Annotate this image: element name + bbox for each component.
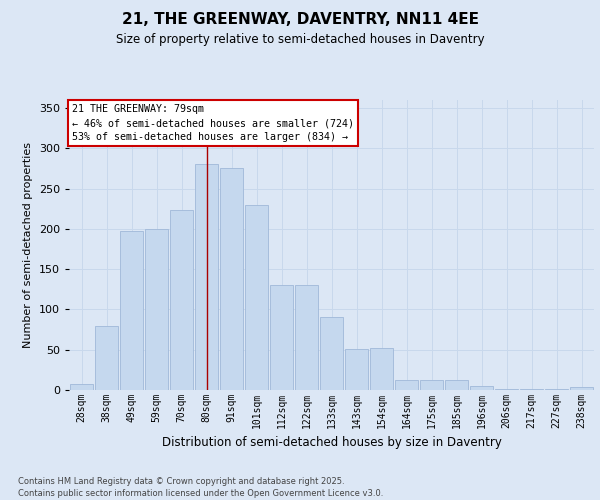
Text: Size of property relative to semi-detached houses in Daventry: Size of property relative to semi-detach… xyxy=(116,32,484,46)
Bar xyxy=(370,348,393,390)
Bar xyxy=(70,384,93,390)
Text: Contains HM Land Registry data © Crown copyright and database right 2025.
Contai: Contains HM Land Registry data © Crown c… xyxy=(18,476,383,498)
Bar xyxy=(195,164,218,390)
Bar xyxy=(170,210,193,390)
Bar xyxy=(270,286,293,390)
Bar xyxy=(120,232,143,390)
Bar xyxy=(420,380,443,390)
Text: 21 THE GREENWAY: 79sqm
← 46% of semi-detached houses are smaller (724)
53% of se: 21 THE GREENWAY: 79sqm ← 46% of semi-det… xyxy=(71,104,353,142)
Bar xyxy=(395,380,418,390)
Bar xyxy=(345,349,368,390)
Bar xyxy=(220,168,243,390)
Bar xyxy=(295,286,318,390)
Bar xyxy=(545,389,568,390)
Bar xyxy=(95,326,118,390)
Bar xyxy=(520,389,543,390)
Text: 21, THE GREENWAY, DAVENTRY, NN11 4EE: 21, THE GREENWAY, DAVENTRY, NN11 4EE xyxy=(121,12,479,28)
Bar xyxy=(570,387,593,390)
Y-axis label: Number of semi-detached properties: Number of semi-detached properties xyxy=(23,142,33,348)
Bar xyxy=(245,204,268,390)
Bar xyxy=(145,229,168,390)
X-axis label: Distribution of semi-detached houses by size in Daventry: Distribution of semi-detached houses by … xyxy=(161,436,502,450)
Bar xyxy=(470,386,493,390)
Bar xyxy=(320,316,343,390)
Bar xyxy=(495,389,518,390)
Bar xyxy=(445,380,468,390)
